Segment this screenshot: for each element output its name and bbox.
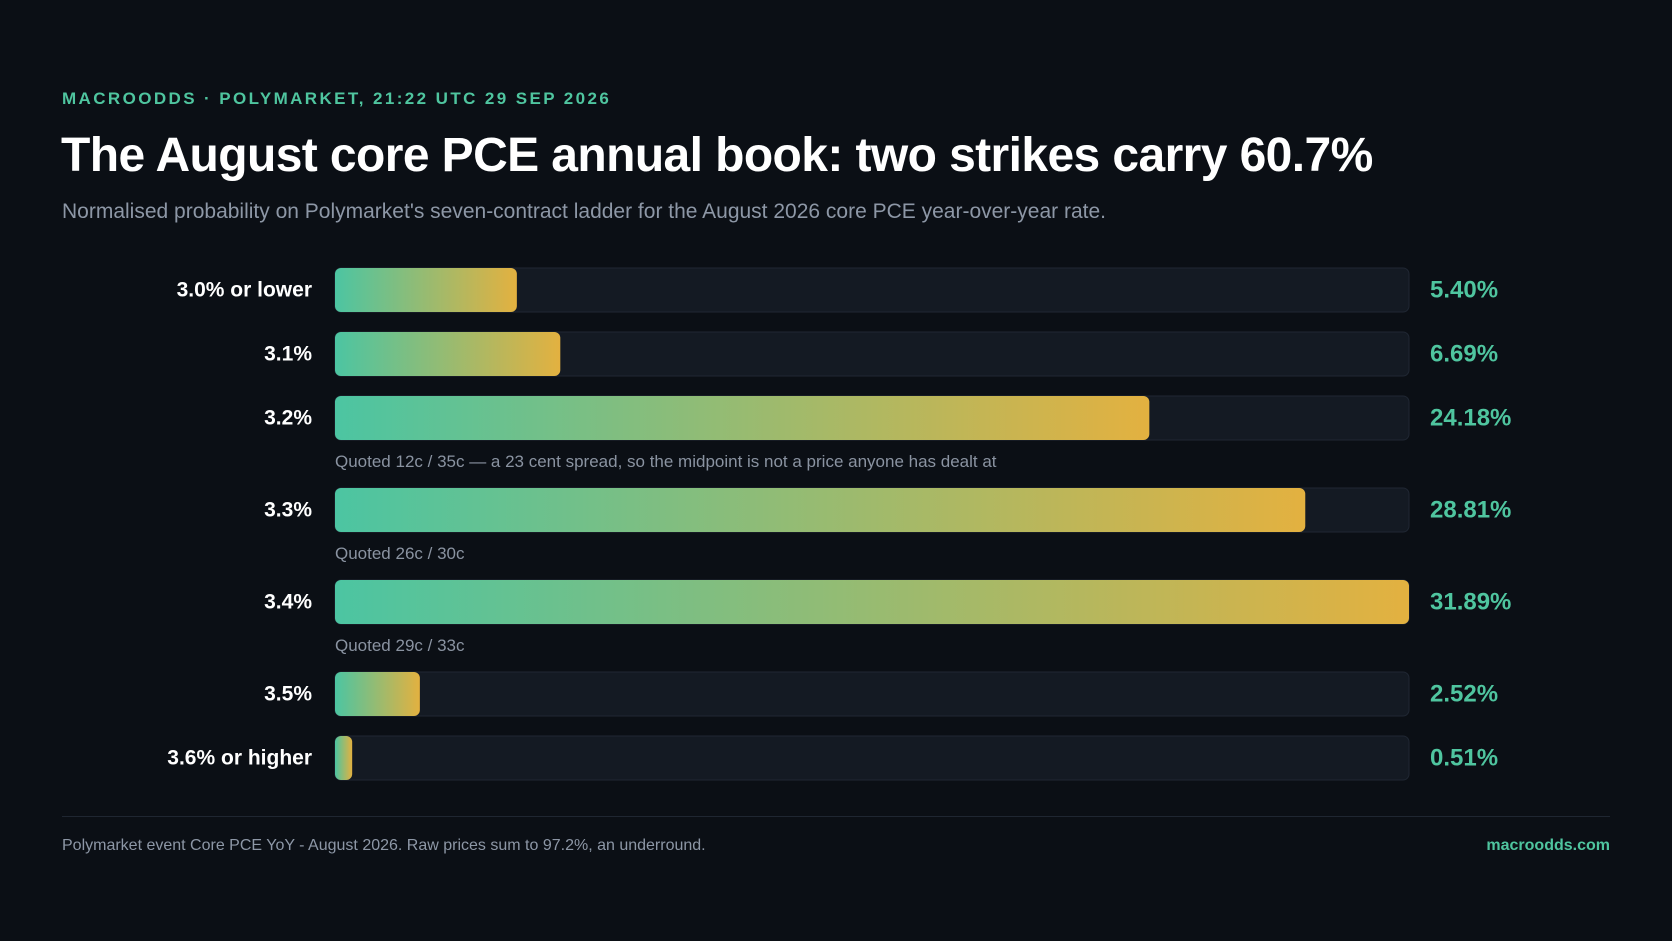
bar-row-5: 3.4% 31.89% Quoted 29c / 33c <box>264 579 1511 655</box>
bar-track <box>334 735 1410 781</box>
bar-fill <box>335 396 1150 440</box>
value-label: 5.40% <box>1430 277 1498 304</box>
footer-divider <box>62 816 1610 817</box>
bar-row-2: 3.1% 6.69% <box>264 331 1498 377</box>
quote-note: Quoted 12c / 35c — a 23 cent spread, so … <box>335 452 997 471</box>
bar-fill <box>335 736 353 780</box>
chart-subtitle: Normalised probability on Polymarket's s… <box>62 200 1107 223</box>
bar-row-1: 3.0% or lower 5.40% <box>177 267 1498 313</box>
bar-row-4: 3.3% 28.81% Quoted 26c / 30c <box>264 487 1511 563</box>
bar-fill <box>335 488 1306 532</box>
bar-fill <box>335 332 561 376</box>
chart-kicker: MACROODDS · POLYMARKET, 21:22 UTC 29 SEP… <box>62 89 612 108</box>
bar-fill <box>335 268 517 312</box>
value-label: 2.52% <box>1430 681 1498 708</box>
category-label: 3.2% <box>264 407 312 430</box>
bar-row-6: 3.5% 2.52% <box>264 671 1498 717</box>
value-label: 24.18% <box>1430 405 1511 432</box>
bar-fill <box>335 672 420 716</box>
category-label: 3.5% <box>264 683 312 706</box>
site-link[interactable]: macroodds.com <box>1486 837 1610 854</box>
bar-row-3: 3.2% 24.18% Quoted 12c / 35c — a 23 cent s… <box>264 395 1511 471</box>
quote-note: Quoted 26c / 30c <box>335 544 465 563</box>
category-label: 3.3% <box>264 499 312 522</box>
category-label: 3.1% <box>264 343 312 366</box>
value-label: 6.69% <box>1430 341 1498 368</box>
bar-track <box>334 671 1410 717</box>
value-label: 0.51% <box>1430 745 1498 772</box>
source-note: Polymarket event Core PCE YoY - August 2… <box>62 837 706 854</box>
chart-title: The August core PCE annual book: two str… <box>61 129 1373 182</box>
value-label: 28.81% <box>1430 497 1511 524</box>
category-label: 3.6% or higher <box>167 747 312 770</box>
bar-fill <box>335 580 1409 624</box>
category-label: 3.0% or lower <box>177 279 312 302</box>
value-label: 31.89% <box>1430 589 1511 616</box>
bar-row-7: 3.6% or higher 0.51% <box>167 735 1498 781</box>
category-label: 3.4% <box>264 591 312 614</box>
quote-note: Quoted 29c / 33c <box>335 636 465 655</box>
